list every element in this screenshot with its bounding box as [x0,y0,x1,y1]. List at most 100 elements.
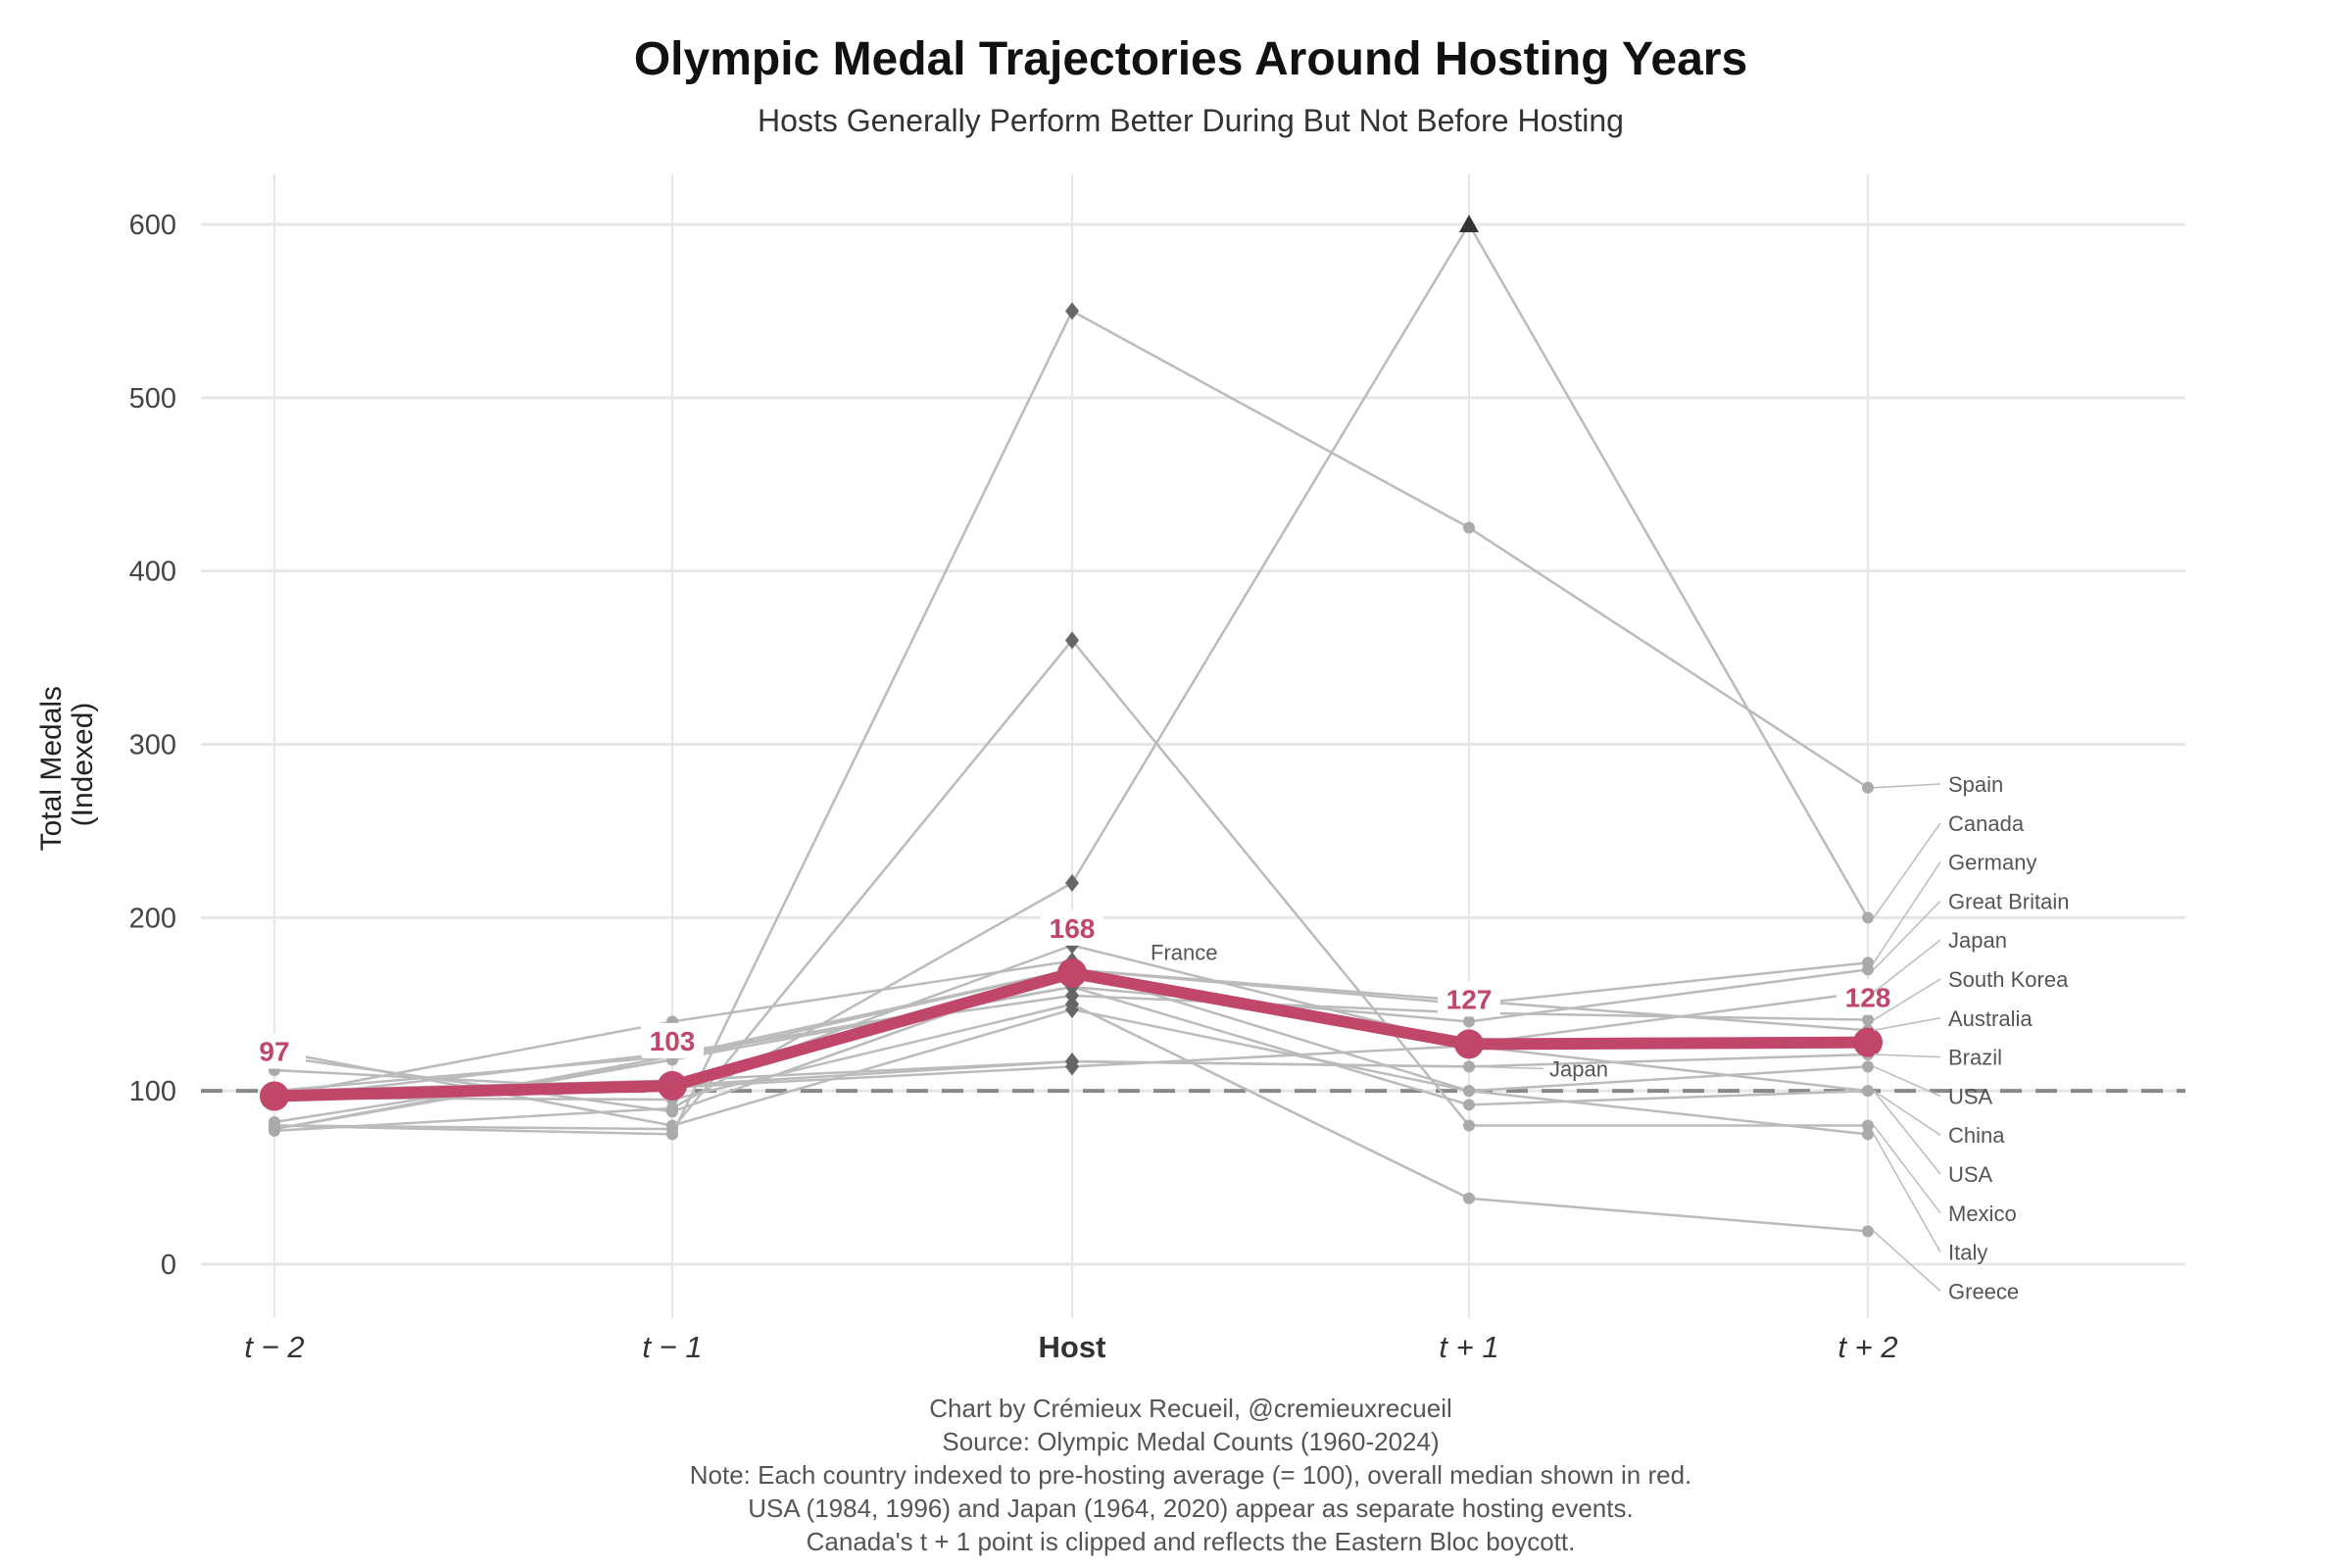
median-point [260,1081,289,1111]
median-value-label: 128 [1845,983,1891,1013]
country-label: China [1948,1123,2005,1148]
caption-line: Note: Each country indexed to pre-hostin… [690,1460,1692,1490]
y-tick-label: 100 [129,1076,176,1107]
data-point [1862,1060,1874,1073]
y-tick-label: 0 [161,1250,176,1281]
data-point [1862,1013,1874,1026]
country-label: Great Britain [1948,889,2070,913]
y-tick-label: 300 [129,730,176,761]
chart-title: Olympic Medal Trajectories Around Hostin… [634,33,1747,85]
label-leader-line [1873,900,1941,970]
median-point [1454,1029,1484,1059]
country-label: France [1151,941,1217,965]
host-point-diamond [1065,873,1079,892]
median-value-label: 97 [259,1036,289,1066]
x-tick-label: t + 1 [1439,1330,1498,1364]
host-point-diamond [1065,995,1079,1013]
label-leader-line [1873,1125,1941,1214]
label-leader-line [1873,939,1941,993]
label-leader-line [1873,1090,1941,1175]
data-point [1862,781,1874,794]
country-label: Italy [1948,1241,1987,1265]
host-point-diamond [1065,1053,1079,1071]
series-mexico [269,631,1874,1136]
clipped-point-triangle [1459,215,1479,232]
caption-line: Source: Olympic Medal Counts (1960-2024) [942,1427,1439,1456]
median-label-background [1438,981,1500,1017]
caption-line: USA (1984, 1996) and Japan (1964, 2020) … [748,1494,1633,1523]
label-leader-line [1873,1054,1941,1058]
country-label: Canada [1948,811,2025,836]
caption-line: Canada's t + 1 point is clipped and refl… [807,1527,1576,1556]
caption-line: Chart by Crémieux Recueil, @cremieuxrecu… [929,1394,1452,1423]
label-leader-line [1474,1065,1544,1070]
host-point-diamond [1065,302,1079,320]
data-point [1463,1119,1475,1132]
y-axis-title-line2: (Indexed) [67,703,99,827]
data-point [1862,1128,1874,1141]
median-label-background [641,1022,704,1058]
y-tick-label: 200 [129,903,176,934]
country-label: South Korea [1948,967,2069,992]
country-labels: Spain Canada Germany Great Britain Japan Sout… [1151,772,2070,1303]
caption: Chart by Crémieux Recueil, @cremieuxrecu… [690,1394,1692,1556]
median-value-label: 168 [1050,913,1096,944]
data-point [269,1119,280,1132]
y-tick-label: 400 [129,557,176,588]
data-point [1862,1119,1874,1132]
country-label: Japan [1948,928,2007,953]
y-tick-label: 600 [129,210,176,241]
series-greece [269,995,1874,1238]
chart-subtitle: Hosts Generally Perform Better During Bu… [758,103,1624,138]
country-label: Spain [1948,772,2003,797]
country-label: USA [1948,1162,1993,1187]
x-tick-label: t − 2 [244,1330,304,1364]
data-point [1862,963,1874,976]
x-tick-label: Host [1039,1330,1106,1364]
median-label-background [1041,909,1103,946]
median-series: 97 103 168 127 128 [243,909,1899,1111]
country-label: USA [1948,1084,1993,1108]
country-label: Germany [1948,851,2036,875]
data-point [666,1105,678,1118]
data-point [1463,1099,1475,1111]
country-label: Japan [1549,1056,1608,1081]
x-tick-label: t + 2 [1838,1330,1897,1364]
data-point [1463,1015,1475,1028]
median-label-background [1837,979,1899,1015]
country-label: Mexico [1948,1201,2017,1226]
label-leader-line [1873,1134,1941,1252]
country-label: Brazil [1948,1046,2002,1070]
y-axis-title: Total Medals (Indexed) [35,678,99,852]
country-label: Greece [1948,1279,2019,1303]
grid: t − 2 t − 1 Host t + 1 t + 2 0 100 200 300 400 500… [129,174,2185,1364]
label-leader-line [1873,1230,1941,1292]
label-leader-line [1873,822,1941,918]
label-leader-line [1873,1090,1941,1136]
data-point [1463,1060,1475,1073]
data-point [1463,1192,1475,1204]
data-point [666,1123,678,1136]
label-leader-line [1873,1065,1941,1098]
y-axis-title-line1: Total Medals [35,686,68,851]
data-point [1862,1085,1874,1098]
label-leader-line [1873,1017,1941,1032]
data-point [1463,1085,1475,1098]
median-point [1057,957,1087,988]
median-value-label: 103 [650,1026,696,1056]
country-label: Australia [1948,1006,2033,1031]
data-point [1862,1225,1874,1238]
median-label-background [243,1033,306,1069]
median-point [1853,1027,1883,1057]
label-leader-line [1873,861,1941,963]
data-point [1862,911,1874,924]
label-leader-line [1873,978,1941,1021]
label-leader-line [1873,783,1941,789]
median-value-label: 127 [1446,984,1493,1014]
x-tick-label: t − 1 [642,1330,702,1364]
y-tick-label: 500 [129,383,176,415]
median-point [658,1070,687,1101]
data-point [1463,521,1475,534]
host-point-diamond [1065,631,1079,650]
